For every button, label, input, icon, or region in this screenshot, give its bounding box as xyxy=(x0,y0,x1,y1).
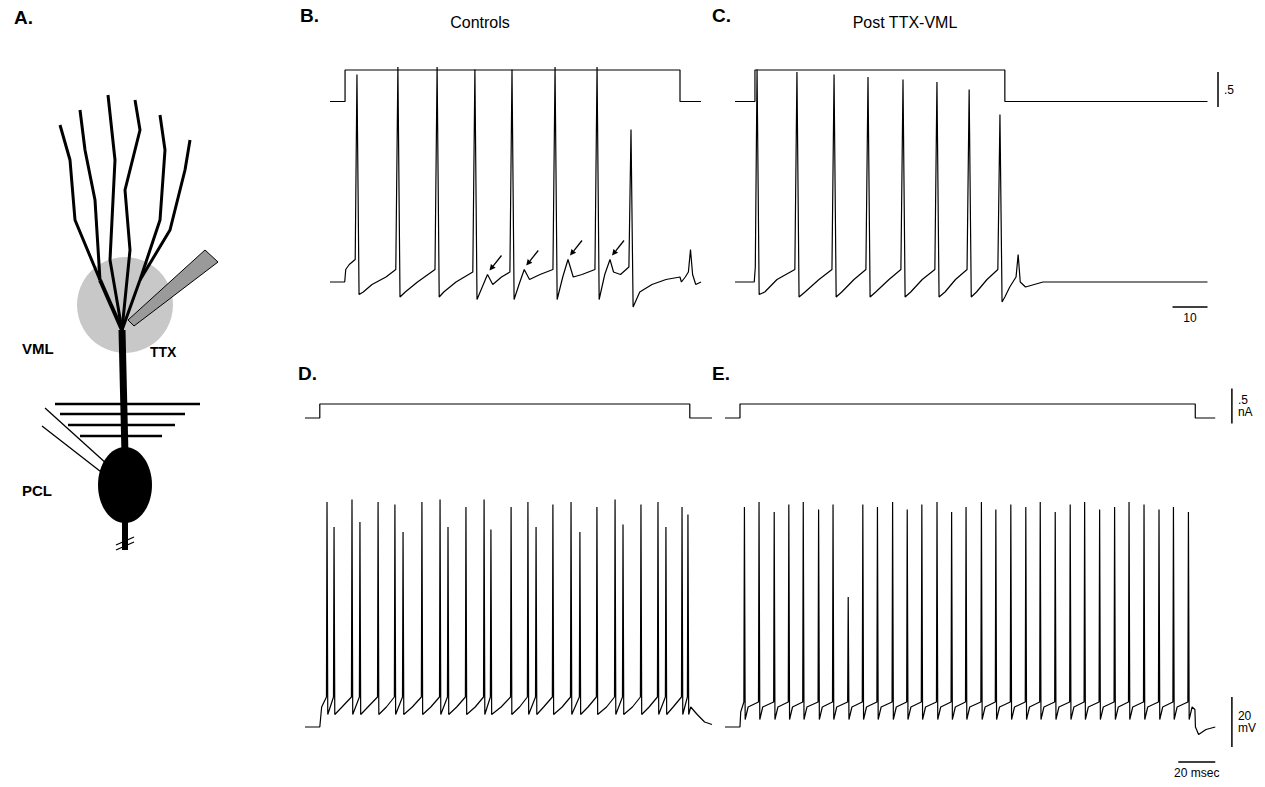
svg-text:.5: .5 xyxy=(1224,83,1234,97)
svg-text:C.: C. xyxy=(712,5,731,26)
svg-text:PCL: PCL xyxy=(22,482,52,499)
svg-text:VML: VML xyxy=(22,340,54,357)
svg-text:B.: B. xyxy=(300,5,319,26)
svg-text:20: 20 xyxy=(1237,709,1252,723)
svg-text:10: 10 xyxy=(1183,311,1197,325)
svg-text:TTX: TTX xyxy=(150,344,177,360)
svg-text:.5: .5 xyxy=(1237,393,1248,408)
svg-text:nA: nA xyxy=(1238,405,1253,419)
svg-text:mV: mV xyxy=(1238,721,1256,735)
svg-text:Controls: Controls xyxy=(450,14,510,31)
svg-text:E.: E. xyxy=(712,363,730,384)
svg-text:20 msec: 20 msec xyxy=(1174,766,1219,780)
svg-text:A.: A. xyxy=(14,7,33,28)
svg-text:Post TTX-VML: Post TTX-VML xyxy=(853,14,958,31)
svg-text:D.: D. xyxy=(298,363,317,384)
